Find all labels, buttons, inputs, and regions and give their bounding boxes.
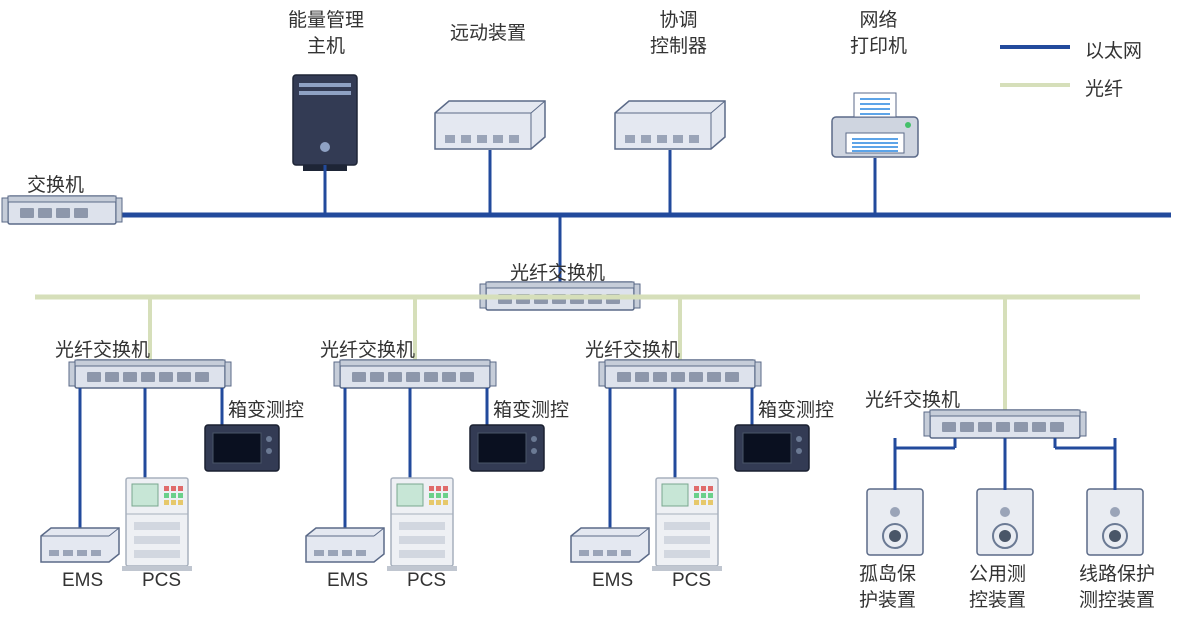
right-switch-label: 光纤交换机: [865, 385, 960, 412]
box-ctrl-label: 箱变测控: [228, 395, 304, 422]
protect-label-0: 孤岛保护装置: [859, 562, 916, 613]
diagram-svg: [0, 0, 1181, 640]
branch-switch-label: 光纤交换机: [55, 335, 150, 362]
pcs-label: PCS: [672, 570, 711, 592]
rtu-label: 远动装置: [450, 18, 526, 45]
ems-host-label: 能量管理主机: [288, 8, 364, 59]
branch-switch-label: 光纤交换机: [320, 335, 415, 362]
protect-label-1: 公用测控装置: [969, 562, 1026, 613]
legend-fiber: 光纤: [1085, 74, 1123, 101]
box-ctrl-label: 箱变测控: [493, 395, 569, 422]
pcs-label: PCS: [407, 570, 446, 592]
diagram-canvas: 以太网光纤交换机能量管理主机远动装置协调控制器网络打印机光纤交换机光纤交换机箱变…: [0, 0, 1181, 640]
printer-label: 网络打印机: [850, 8, 907, 59]
coord-label: 协调控制器: [650, 8, 707, 59]
fiber-main-label: 光纤交换机: [510, 258, 605, 285]
ems-label: EMS: [327, 570, 368, 592]
protect-label-2: 线路保护测控装置: [1079, 562, 1155, 613]
branch-switch-label: 光纤交换机: [585, 335, 680, 362]
ems-label: EMS: [62, 570, 103, 592]
pcs-label: PCS: [142, 570, 181, 592]
legend-ethernet: 以太网: [1085, 36, 1142, 63]
switch-label: 交换机: [27, 170, 84, 197]
ems-label: EMS: [592, 570, 633, 592]
box-ctrl-label: 箱变测控: [758, 395, 834, 422]
